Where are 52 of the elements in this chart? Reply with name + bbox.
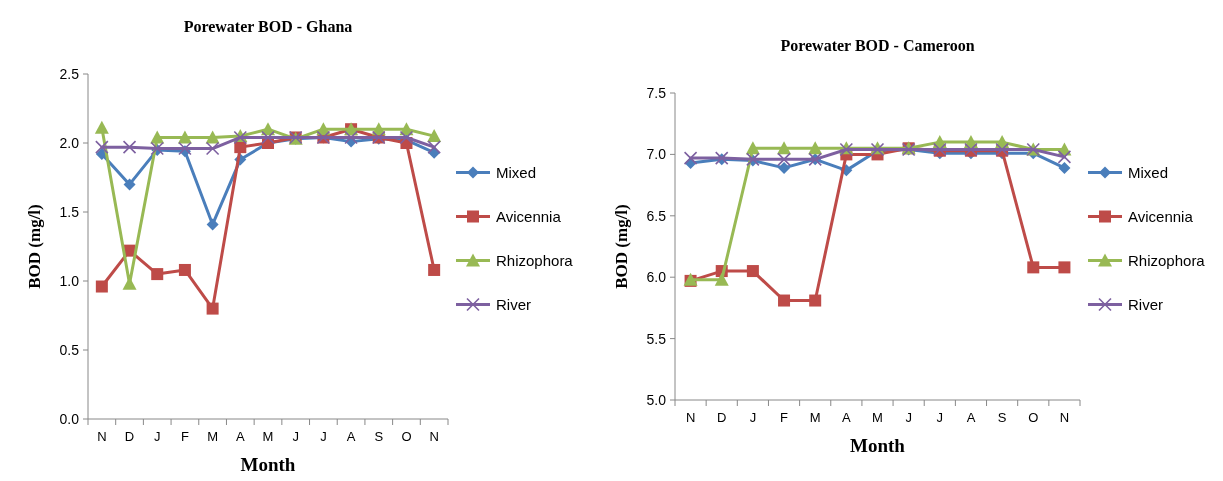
legend-label: Mixed xyxy=(1128,163,1169,181)
x-tick-label: F xyxy=(180,429,189,444)
x-tick-label: S xyxy=(374,429,384,444)
x-tick-label: S xyxy=(997,410,1007,425)
y-tick-label: 7.5 xyxy=(646,84,667,101)
x-tick-label: N xyxy=(685,410,696,425)
chart-title: Porewater BOD - Cameroon xyxy=(780,37,975,54)
x-tick-label: M xyxy=(809,410,821,425)
x-tick-label: A xyxy=(235,429,245,444)
legend-label: Rhizophora xyxy=(496,251,574,269)
x-tick-label: M xyxy=(207,429,219,444)
x-tick-label: O xyxy=(1028,410,1039,425)
y-tick-label: 6.5 xyxy=(646,207,667,224)
legend-label: Rhizophora xyxy=(1128,251,1206,269)
x-tick-label: O xyxy=(401,429,412,444)
x-tick-label: A xyxy=(966,410,976,425)
x-tick-label: J xyxy=(749,410,757,425)
y-tick-label: 7.0 xyxy=(646,146,667,163)
y-tick-label: 5.0 xyxy=(646,391,667,408)
x-tick-label: J xyxy=(292,429,299,444)
x-axis-title: Month xyxy=(240,454,296,475)
y-tick-label: 5.5 xyxy=(646,330,667,347)
x-tick-label: N xyxy=(97,429,107,444)
legend-label: River xyxy=(1128,295,1164,313)
x-tick-label: J xyxy=(153,429,161,444)
y-tick-label: 1.5 xyxy=(59,203,80,220)
x-tick-label: D xyxy=(717,410,727,425)
x-tick-label: A xyxy=(842,410,852,425)
legend-label: River xyxy=(496,295,532,313)
y-tick-label: 2.0 xyxy=(59,134,80,151)
y-axis-title: BOD (mg/l) xyxy=(612,204,631,289)
y-axis-title: BOD (mg/l) xyxy=(25,204,44,289)
x-tick-label: D xyxy=(124,429,135,444)
x-tick-label: A xyxy=(346,429,356,444)
x-axis-title: Month xyxy=(850,435,906,456)
x-tick-label: M xyxy=(872,410,883,425)
y-tick-label: 0.5 xyxy=(59,341,80,358)
legend-label: Avicennia xyxy=(1128,207,1194,225)
y-tick-label: 6.0 xyxy=(646,269,667,286)
x-tick-label: F xyxy=(780,410,789,425)
y-tick-label: 0.0 xyxy=(59,410,80,427)
x-tick-label: J xyxy=(905,410,912,425)
x-tick-label: N xyxy=(1059,410,1070,425)
x-tick-label: M xyxy=(262,429,274,444)
x-tick-label: N xyxy=(429,429,439,444)
x-tick-label: J xyxy=(320,429,327,444)
legend-label: Avicennia xyxy=(496,207,562,225)
legend-label: Mixed xyxy=(496,163,537,181)
y-tick-label: 1.0 xyxy=(59,272,80,289)
chart-title: Porewater BOD - Ghana xyxy=(183,18,353,35)
x-tick-label: J xyxy=(936,410,944,425)
y-tick-label: 2.5 xyxy=(59,65,80,82)
